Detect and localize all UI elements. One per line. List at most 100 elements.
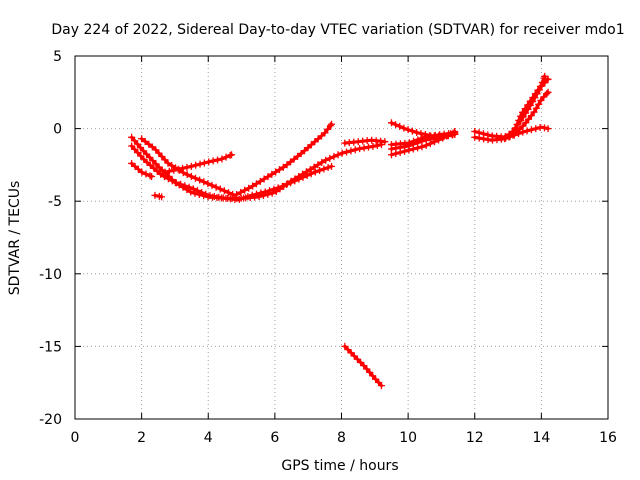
data-point	[233, 190, 241, 198]
data-point	[268, 189, 276, 197]
data-point	[164, 159, 172, 167]
data-point	[256, 177, 264, 185]
data-point	[138, 168, 146, 176]
data-point	[387, 145, 395, 153]
data-point	[276, 185, 284, 193]
data-point	[145, 140, 153, 148]
data-point	[283, 161, 291, 169]
data-point	[307, 170, 315, 178]
x-tick-label: 16	[599, 430, 617, 446]
series-arc-12	[387, 119, 459, 140]
data-point	[471, 133, 479, 141]
data-point	[320, 165, 328, 173]
data-point	[158, 193, 166, 201]
series-arc-2	[128, 141, 385, 202]
data-point	[137, 152, 145, 160]
data-point	[532, 125, 540, 133]
data-point	[202, 190, 210, 198]
data-point	[174, 165, 182, 173]
data-point	[245, 184, 253, 192]
data-point	[356, 145, 364, 153]
data-point	[373, 141, 381, 149]
y-tick-label: 5	[53, 49, 62, 65]
data-point	[259, 191, 267, 199]
data-point	[505, 133, 513, 141]
data-point	[517, 117, 525, 125]
data-series	[128, 72, 552, 390]
data-point	[357, 358, 365, 366]
data-point	[155, 149, 163, 157]
data-point	[168, 162, 176, 170]
data-point	[531, 94, 539, 102]
data-point	[513, 129, 521, 137]
data-point	[249, 182, 257, 190]
series-arc-5	[151, 191, 166, 201]
y-tick-label: 0	[53, 122, 62, 138]
data-point	[151, 191, 159, 199]
data-point	[158, 152, 166, 160]
data-point	[179, 169, 187, 177]
x-tick-label: 12	[466, 430, 484, 446]
data-point	[501, 135, 509, 143]
data-point	[161, 168, 169, 176]
data-point	[170, 166, 178, 174]
data-point	[302, 168, 310, 176]
y-axis-label: SDTVAR / TECUs	[7, 181, 23, 296]
data-point	[183, 163, 191, 171]
data-point	[328, 162, 336, 170]
data-point	[216, 185, 224, 193]
series-arc-4	[128, 159, 156, 181]
data-point	[535, 86, 543, 94]
data-point	[324, 125, 332, 133]
series-arc-3	[138, 120, 336, 198]
data-point	[509, 131, 517, 139]
data-point	[480, 135, 488, 143]
data-point	[191, 174, 199, 182]
data-point	[224, 189, 232, 197]
data-point	[215, 193, 223, 201]
data-point	[421, 131, 429, 139]
x-tick-label: 4	[204, 430, 213, 446]
data-point	[136, 144, 144, 152]
data-point	[172, 179, 180, 187]
y-tick-label: -10	[39, 267, 62, 283]
series-arc-8	[341, 136, 389, 147]
data-point	[544, 125, 552, 133]
data-point	[544, 75, 552, 83]
data-point	[404, 126, 412, 134]
data-point	[206, 192, 214, 200]
data-point	[418, 137, 426, 145]
data-point	[316, 166, 324, 174]
data-point	[535, 100, 543, 108]
data-point	[338, 149, 346, 157]
data-point	[330, 153, 338, 161]
data-point	[187, 172, 195, 180]
data-point	[241, 186, 249, 194]
data-point	[189, 185, 197, 193]
data-point	[538, 82, 546, 90]
data-point	[152, 146, 160, 154]
data-point	[204, 180, 212, 188]
data-point	[408, 127, 416, 135]
data-point	[287, 158, 295, 166]
data-point	[341, 342, 349, 350]
y-tick-label: -20	[39, 412, 62, 428]
data-point	[272, 188, 280, 196]
data-point	[208, 181, 216, 189]
data-point	[268, 170, 276, 178]
data-point	[155, 163, 163, 171]
data-point	[291, 175, 299, 183]
data-point	[328, 120, 336, 128]
data-point	[364, 143, 372, 151]
y-tick-label: -5	[48, 194, 62, 210]
data-point	[255, 193, 263, 201]
axis-ticks: 0 2 4 6 8 10 12 14 16 5 0 -5 -10 -15 -20	[39, 49, 617, 446]
x-tick-label: 14	[532, 430, 550, 446]
y-tick-label: -15	[39, 339, 62, 355]
data-point	[372, 375, 380, 383]
data-point	[220, 187, 228, 195]
data-point	[260, 175, 268, 183]
data-point	[422, 136, 430, 144]
data-point	[141, 137, 149, 145]
data-point	[400, 124, 408, 132]
